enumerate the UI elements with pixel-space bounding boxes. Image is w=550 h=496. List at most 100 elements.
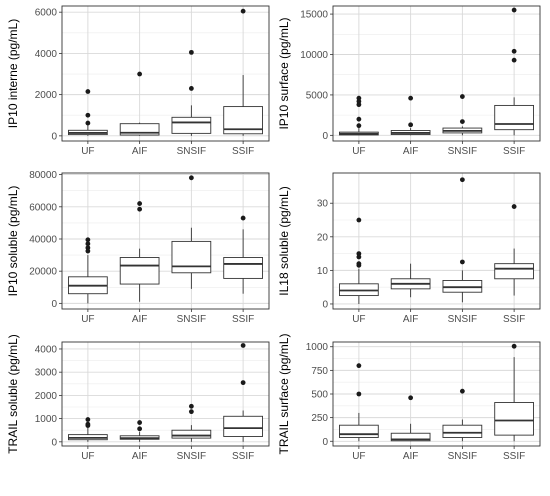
box-iqr [119, 257, 160, 285]
y-tick-label: 1000 [35, 414, 58, 425]
box-aif [119, 420, 160, 442]
x-tick-label: SSIF [503, 146, 525, 157]
y-tick-label: 3000 [35, 368, 58, 379]
x-tick-label: SSIF [503, 451, 525, 462]
y-axis-title: IP10 interne (pg/mL) [6, 19, 20, 128]
outlier-point [459, 177, 465, 183]
x-tick-label: SNSIF [448, 146, 477, 157]
box-snsif [171, 49, 212, 136]
box-ssif [223, 8, 263, 136]
box-uf [339, 217, 379, 304]
x-tick-label: AIF [403, 451, 419, 462]
x-tick-label: UF [352, 314, 365, 325]
y-tick-label: 2000 [35, 391, 58, 402]
y-tick-label: 0 [51, 437, 57, 448]
box-snsif [171, 175, 212, 289]
box-iqr [171, 240, 212, 274]
y-tick-label: 0 [322, 299, 328, 310]
chart-panel-2: 0 5000 10000 15000 UF AIF SNSIF SSIF IP10 surfac… [277, 5, 541, 157]
x-tick-label: SNSIF [448, 451, 477, 462]
y-tick-label: 4000 [35, 49, 58, 60]
outlier-point [356, 123, 362, 129]
outlier-point [85, 237, 91, 243]
x-tick-label: UF [81, 146, 94, 157]
x-tick-label: UF [352, 451, 365, 462]
box-uf [339, 95, 379, 136]
outlier-point [85, 245, 91, 251]
chart-panel-1: 0 2000 4000 6000 UF AIF SNSIF SSIF IP10 interne … [6, 5, 270, 157]
outlier-point [408, 395, 414, 401]
y-tick-label: 2000 [35, 90, 58, 101]
outlier-point [137, 426, 143, 432]
outlier-point [85, 120, 91, 126]
y-tick-label: 20 [317, 232, 329, 243]
y-tick-label: 5000 [306, 90, 329, 101]
outlier-point [188, 175, 194, 181]
box-aif [390, 263, 431, 298]
box-iqr [223, 415, 263, 437]
outlier-point [356, 261, 362, 267]
outlier-point [240, 215, 246, 221]
outlier-point [240, 343, 246, 348]
y-axis-title: IP10 surface (pg/mL) [277, 17, 291, 129]
box-snsif [442, 177, 483, 303]
box-iqr [494, 104, 534, 131]
chart-panel-5: 0 1000 2000 3000 4000 UF AIF SNSIF SSIF TRAIL sol… [6, 334, 270, 462]
x-tick-label: SNSIF [177, 146, 206, 157]
x-tick-label: UF [81, 451, 94, 462]
outlier-point [459, 388, 465, 394]
y-tick-label: 20000 [29, 267, 57, 278]
box-aif [390, 95, 431, 136]
y-tick-label: 60000 [29, 202, 57, 213]
x-tick-label: AIF [132, 146, 148, 157]
box-iqr [442, 424, 483, 438]
box-iqr [171, 429, 212, 439]
outlier-point [511, 204, 517, 209]
x-tick-label: SNSIF [177, 314, 206, 325]
outlier-point [459, 259, 465, 265]
outlier-point [356, 363, 362, 369]
y-tick-label: 10000 [300, 50, 328, 61]
outlier-point [240, 8, 246, 14]
outlier-point [137, 206, 143, 212]
y-tick-label: 6000 [35, 8, 58, 19]
box-aif [390, 395, 431, 442]
box-uf [68, 237, 108, 304]
box-iqr [171, 116, 212, 134]
outlier-point [85, 112, 91, 118]
box-uf [68, 417, 108, 442]
box-ssif [494, 204, 534, 296]
x-tick-label: AIF [403, 146, 419, 157]
y-tick-label: 30 [317, 199, 329, 210]
x-tick-label: AIF [132, 314, 148, 325]
x-tick-label: SNSIF [177, 451, 206, 462]
outlier-point [137, 71, 143, 77]
outlier-point [356, 116, 362, 122]
panel-border [61, 5, 270, 142]
x-tick-label: SSIF [503, 314, 525, 325]
x-tick-label: AIF [132, 451, 148, 462]
outlier-point [240, 380, 246, 386]
outlier-point [85, 417, 91, 422]
chart-panel-4: 0 10 20 30 UF AIF SNSIF SSIF IL18 soluble (pg/mL… [277, 172, 541, 325]
outlier-point [408, 122, 414, 128]
outlier-point [356, 95, 362, 101]
panel-border [332, 341, 541, 447]
box-ssif [494, 343, 534, 442]
outlier-point [188, 49, 194, 55]
panel-border [332, 5, 541, 142]
y-tick-label: 0 [322, 131, 328, 142]
outlier-point [511, 7, 517, 13]
y-tick-label: 10 [317, 266, 329, 277]
box-aif [119, 201, 160, 302]
outlier-point [459, 94, 465, 99]
chart-panel-3: 0 20000 40000 60000 80000 UF AIF SNSIF SSIF IP10 … [6, 170, 270, 325]
outlier-point [85, 89, 91, 94]
y-tick-label: 40000 [29, 234, 57, 245]
panel-border [61, 172, 270, 310]
y-tick-label: 0 [322, 437, 328, 448]
box-iqr [223, 257, 263, 279]
y-axis-title: TRAIL soluble (pg/mL) [6, 334, 20, 454]
